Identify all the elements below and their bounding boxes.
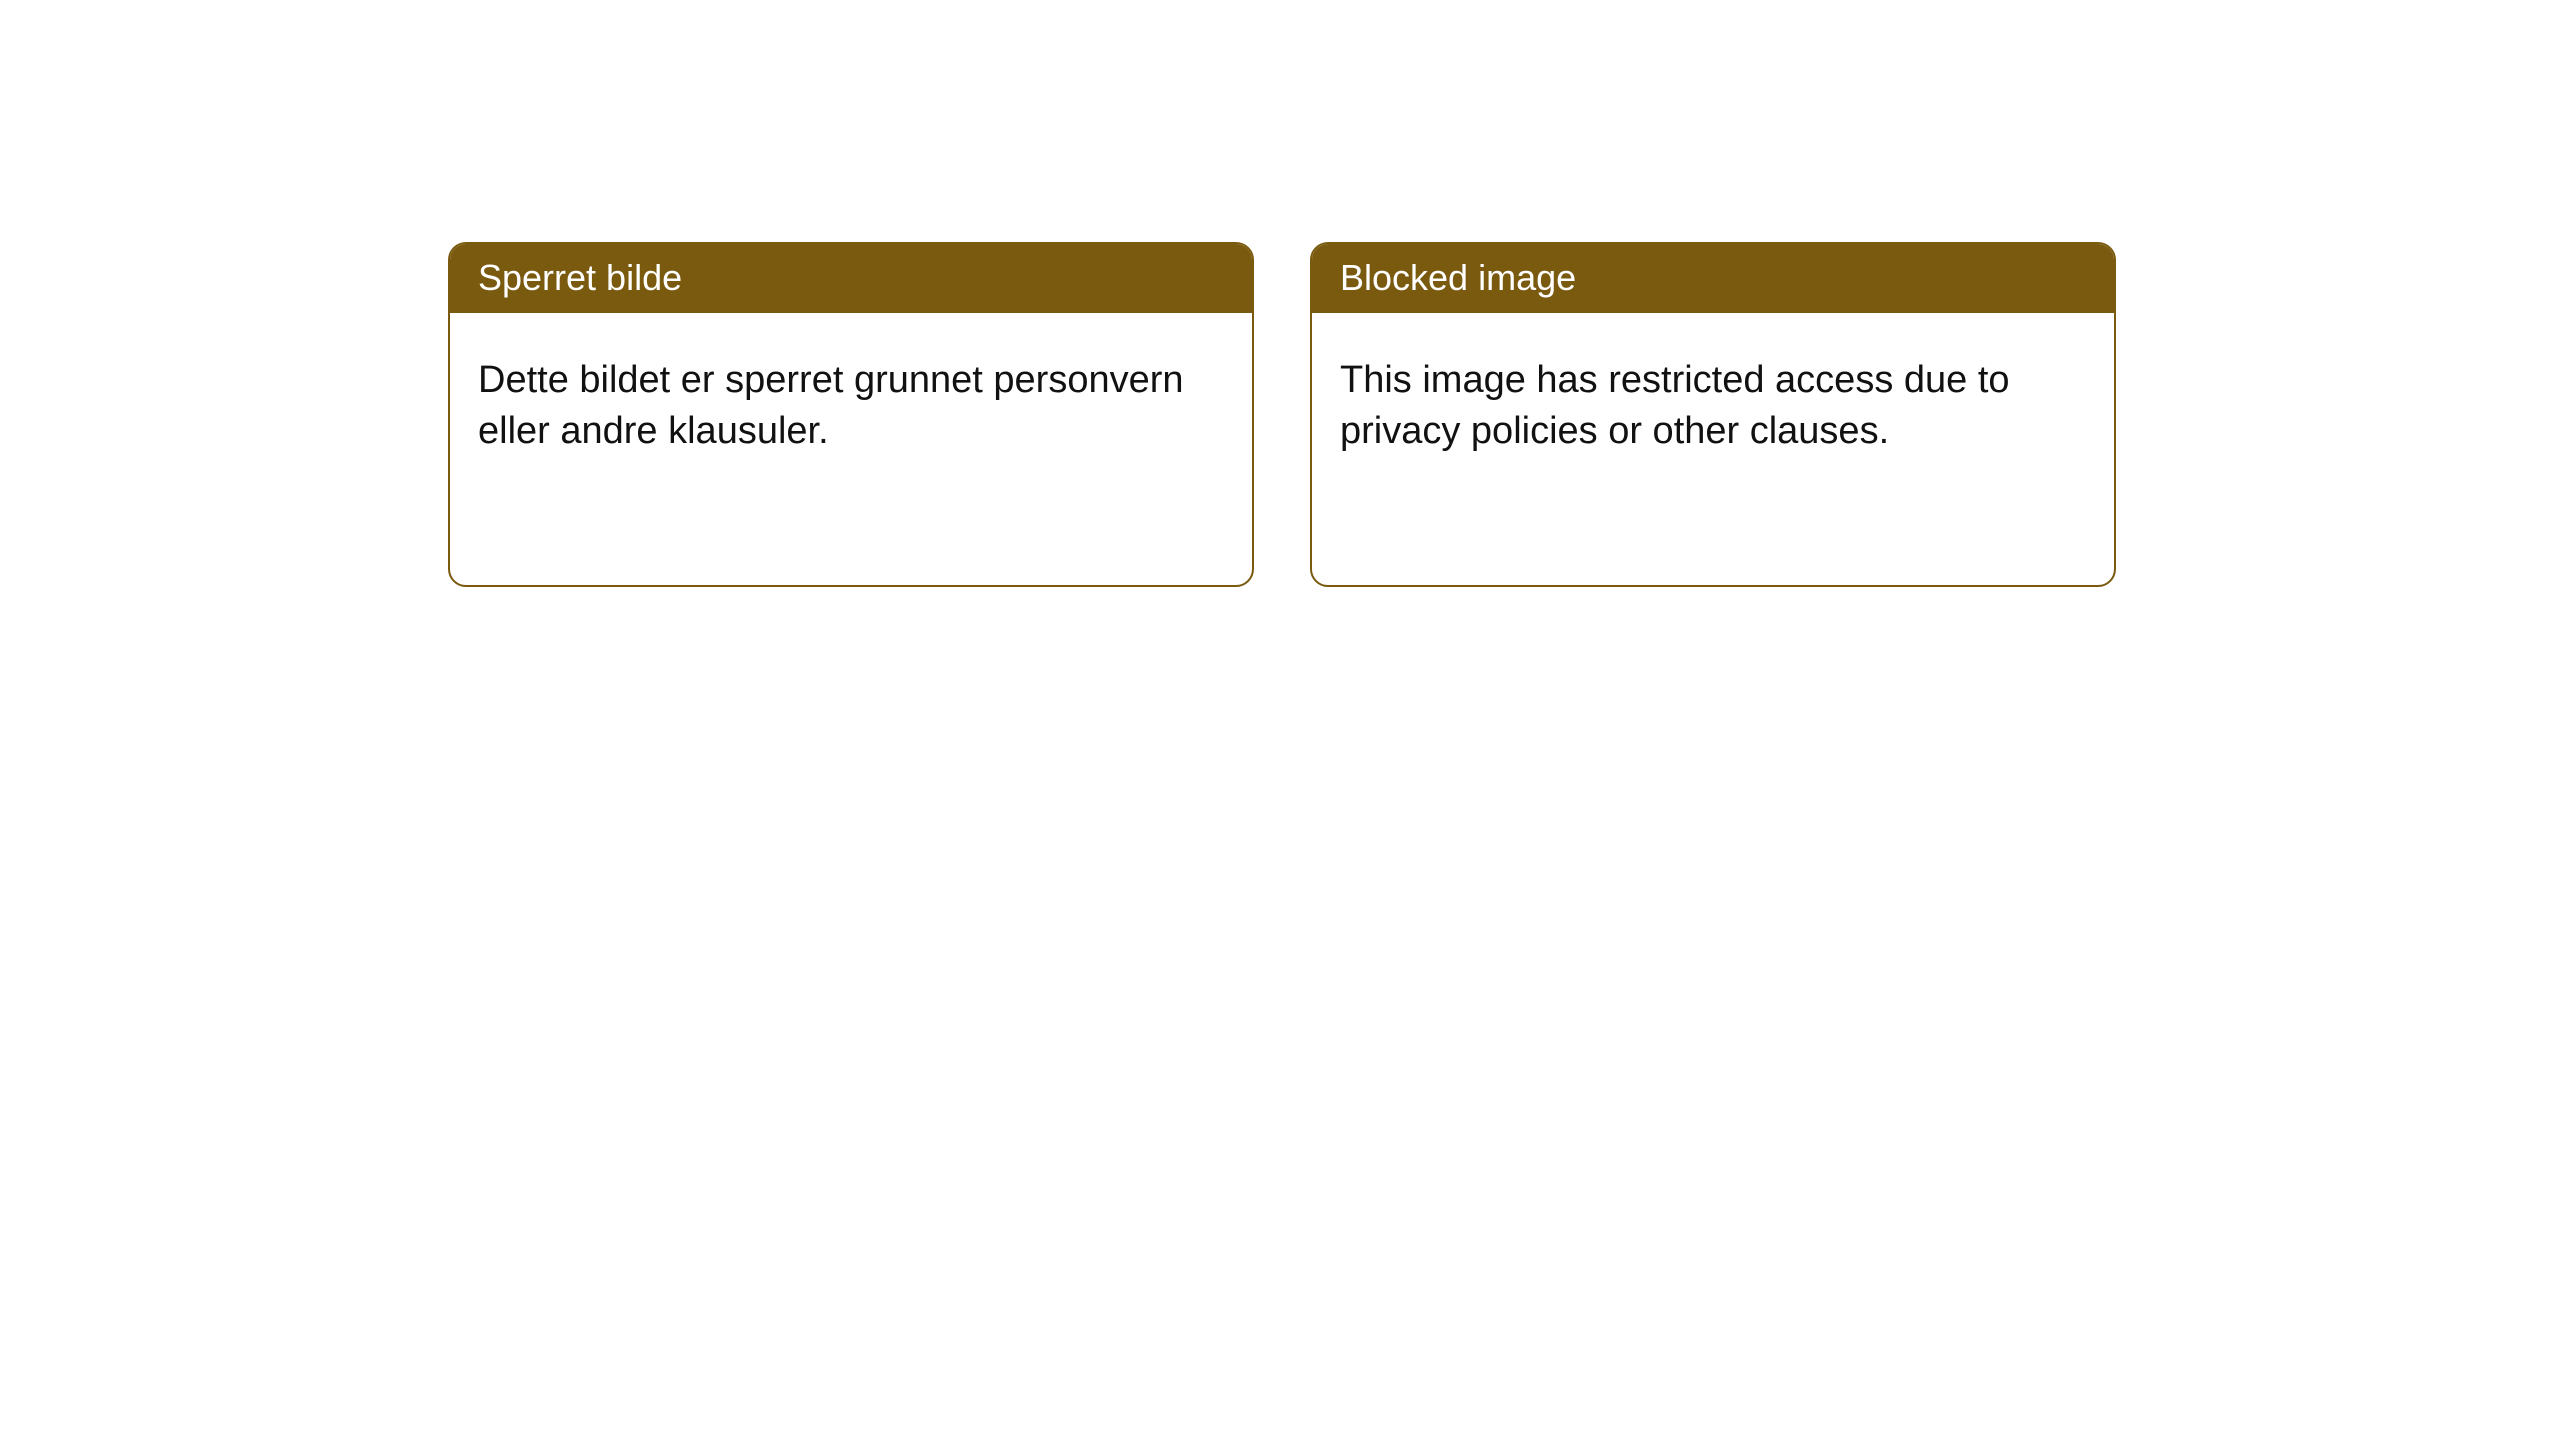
cards-container: Sperret bilde Dette bildet er sperret gr… [0, 0, 2560, 587]
card-body: Dette bildet er sperret grunnet personve… [450, 313, 1252, 585]
card-body: This image has restricted access due to … [1312, 313, 2114, 585]
card-header: Blocked image [1312, 244, 2114, 313]
blocked-image-card-no: Sperret bilde Dette bildet er sperret gr… [448, 242, 1254, 587]
card-header: Sperret bilde [450, 244, 1252, 313]
blocked-image-card-en: Blocked image This image has restricted … [1310, 242, 2116, 587]
